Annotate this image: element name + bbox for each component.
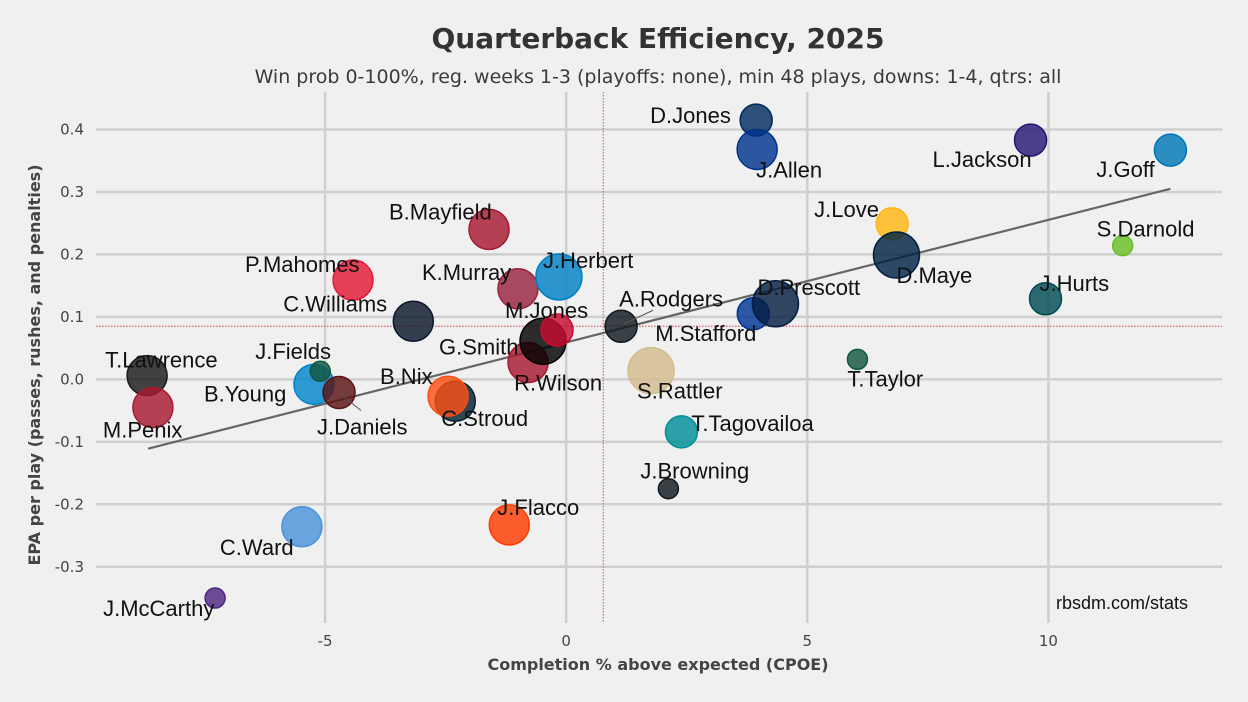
x-tick-label: 5 — [803, 632, 813, 650]
point-label: J.Daniels — [317, 414, 407, 439]
chart-subtitle: Win prob 0-100%, reg. weeks 1-3 (playoff… — [255, 66, 1062, 88]
point-label: M.Stafford — [655, 321, 756, 346]
data-point — [1153, 133, 1188, 167]
y-tick-label: 0.1 — [60, 308, 84, 326]
points-layer — [126, 103, 1188, 609]
data-point — [497, 268, 539, 310]
point-label: B.Nix — [380, 364, 433, 389]
data-point — [332, 259, 374, 301]
x-tick-label: 0 — [561, 632, 571, 650]
point-label: J.Fields — [255, 339, 331, 364]
axis-ticks: 0.4 0.3 0.2 0.1 0.0 -0.1 -0.2 -0.3 -5 0 5 10 — [55, 120, 1058, 650]
y-tick-label: 0.4 — [60, 120, 84, 138]
point-label: L.Jackson — [933, 147, 1032, 172]
data-point — [1028, 282, 1063, 316]
point-label: T.Lawrence — [105, 348, 218, 373]
point-label: C.Ward — [220, 535, 294, 560]
point-label: D.Prescott — [757, 275, 860, 300]
point-label: J.Browning — [640, 459, 749, 484]
point-label: J.Goff — [1096, 157, 1155, 182]
point-label: K.Murray — [422, 260, 511, 285]
source-credit: rbsdm.com/stats — [1056, 593, 1188, 613]
point-label: J.Hurts — [1040, 271, 1110, 296]
data-point — [309, 360, 331, 382]
point-label: S.Rattler — [637, 379, 723, 404]
point-label: J.Herbert — [543, 248, 633, 273]
data-point — [604, 309, 638, 344]
point-label: J.Flacco — [497, 495, 579, 520]
point-label: M.Penix — [103, 417, 182, 442]
data-point — [322, 375, 356, 410]
y-tick-label: 0.3 — [60, 183, 84, 201]
point-label: P.Mahomes — [245, 252, 360, 277]
point-label: D.Maye — [896, 263, 972, 288]
point-label: R.Wilson — [514, 370, 602, 395]
y-tick-label: -0.2 — [55, 495, 84, 513]
point-label: J.Love — [814, 197, 879, 222]
data-point — [132, 386, 174, 429]
y-tick-label: 0.2 — [60, 245, 84, 263]
data-point — [427, 375, 469, 417]
point-label: J.McCarthy — [103, 596, 214, 621]
y-tick-label: -0.3 — [55, 558, 84, 576]
point-label: J.Allen — [756, 157, 822, 182]
point-label: M.Jones — [505, 298, 588, 323]
label-leader-line — [340, 394, 362, 411]
point-label: S.Darnold — [1097, 217, 1195, 242]
trendline-layer — [147, 187, 1171, 450]
data-point — [1111, 234, 1134, 257]
point-labels-layer: T.Lawrence M.Penix J.McCarthy C.Ward B.Young… — [103, 103, 1195, 621]
point-label: B.Mayfield — [389, 199, 492, 224]
point-label: T.Taylor — [847, 366, 923, 391]
trendline — [147, 187, 1171, 450]
y-tick-label: 0.0 — [60, 370, 84, 388]
data-point — [535, 253, 583, 301]
data-point — [664, 415, 699, 449]
chart-title: Quarterback Efficiency, 2025 — [432, 22, 885, 55]
data-point — [488, 504, 531, 546]
data-point — [657, 477, 680, 500]
point-label: D.Jones — [650, 103, 731, 128]
point-label: T.Tagovailoa — [691, 411, 814, 436]
point-label: C.Stroud — [441, 406, 528, 431]
data-point — [846, 348, 869, 371]
y-tick-label: -0.1 — [55, 433, 84, 451]
data-point — [468, 208, 510, 251]
y-axis-label: EPA per play (passes, rushes, and penalt… — [25, 164, 44, 565]
point-label: A.Rodgers — [619, 286, 723, 311]
data-point — [281, 506, 323, 548]
data-point — [204, 587, 226, 609]
data-point — [736, 128, 778, 171]
x-tick-label: 10 — [1039, 632, 1058, 650]
x-tick-label: -5 — [318, 632, 333, 650]
reference-lines — [96, 92, 1222, 623]
data-point — [627, 346, 675, 395]
data-point — [1013, 123, 1048, 157]
x-axis-label: Completion % above expected (CPOE) — [487, 655, 828, 674]
data-point — [392, 300, 435, 343]
point-label: B.Young — [204, 381, 286, 406]
point-label: C.Williams — [283, 291, 387, 316]
point-label: G.Smith — [439, 334, 518, 359]
data-point — [872, 231, 921, 279]
data-point — [540, 313, 574, 347]
label-leader-line — [622, 309, 654, 325]
data-point — [751, 280, 800, 328]
